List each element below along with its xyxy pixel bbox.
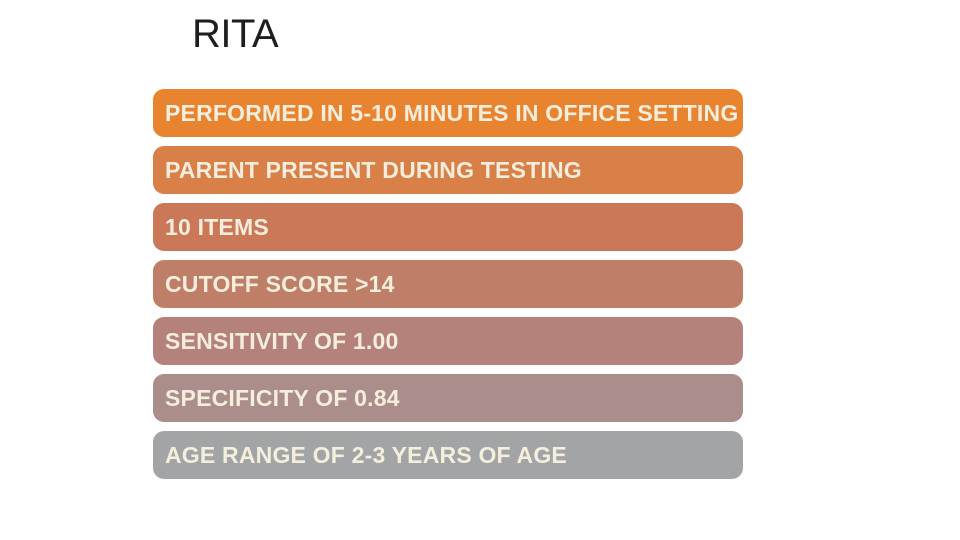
- bar-item-4: CUTOFF SCORE >14: [153, 260, 743, 308]
- bar-label: PARENT PRESENT DURING TESTING: [165, 156, 582, 183]
- bar-item-5: SENSITIVITY OF 1.00: [153, 317, 743, 365]
- bar-label: PERFORMED IN 5-10 MINUTES IN OFFICE SETT…: [165, 99, 739, 126]
- bar-item-2: PARENT PRESENT DURING TESTING: [153, 146, 743, 194]
- bar-item-7: AGE RANGE OF 2-3 YEARS OF AGE: [153, 431, 743, 479]
- slide-title: RITA: [192, 12, 279, 56]
- bar-label: SPECIFICITY OF 0.84: [165, 384, 400, 411]
- bar-label: CUTOFF SCORE >14: [165, 270, 395, 297]
- bar-label: AGE RANGE OF 2-3 YEARS OF AGE: [165, 441, 567, 468]
- bar-label: SENSITIVITY OF 1.00: [165, 327, 399, 354]
- bar-item-1: PERFORMED IN 5-10 MINUTES IN OFFICE SETT…: [153, 89, 743, 137]
- bar-item-3: 10 ITEMS: [153, 203, 743, 251]
- bar-list: PERFORMED IN 5-10 MINUTES IN OFFICE SETT…: [153, 89, 743, 488]
- bar-item-6: SPECIFICITY OF 0.84: [153, 374, 743, 422]
- bar-label: 10 ITEMS: [165, 213, 269, 240]
